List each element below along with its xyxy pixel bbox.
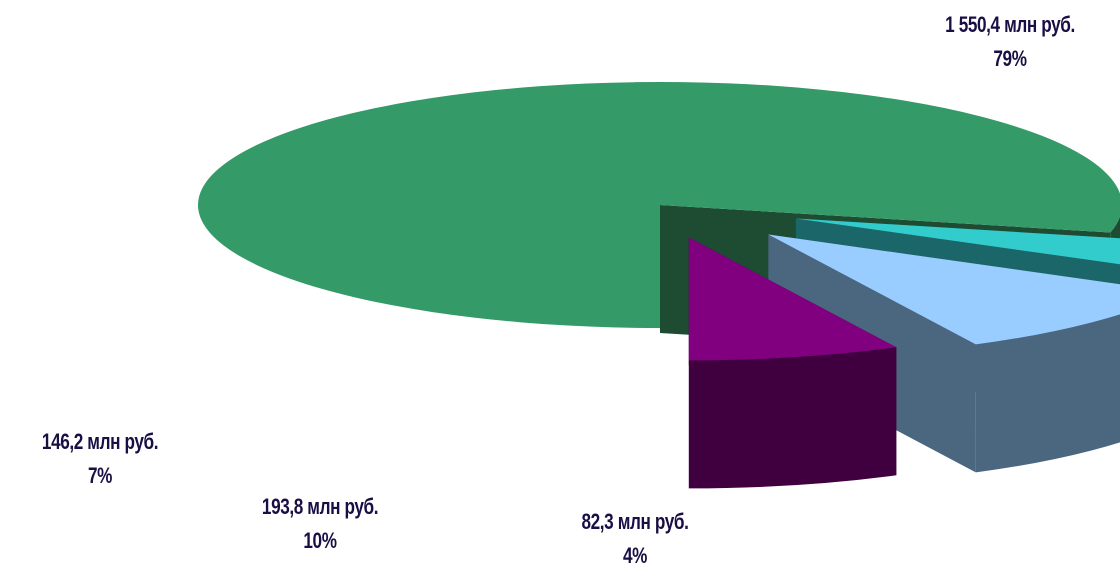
slice-3-percent-label: 10% bbox=[303, 528, 337, 553]
pie-slice-4 bbox=[688, 237, 897, 489]
slice-3-top bbox=[768, 234, 1120, 345]
pie-slices bbox=[198, 82, 1120, 489]
slice-4-top bbox=[688, 237, 897, 361]
slice-3-outer-wall bbox=[975, 314, 1120, 473]
data-label-slice-3: 193,8 млн руб. 10% bbox=[242, 490, 398, 558]
slice-2-percent-label: 4% bbox=[622, 543, 648, 568]
slice-3-value-label: 193,8 млн руб. bbox=[261, 494, 379, 519]
slice-1-value-label: 1 550,4 млн руб. bbox=[945, 12, 1075, 37]
slice-2-top bbox=[795, 218, 1120, 265]
data-label-slice-2: 82,3 млн руб. 4% bbox=[565, 505, 705, 573]
slice-1-percent-label: 79% bbox=[993, 46, 1027, 71]
slice-2-value-label: 82,3 млн руб. bbox=[581, 509, 689, 534]
slice-4-percent-label: 7% bbox=[87, 463, 113, 488]
slice-4-value-label: 146,2 млн руб. bbox=[41, 429, 159, 454]
slice-4-outer-wall bbox=[688, 347, 897, 489]
data-label-slice-4: 146,2 млн руб. 7% bbox=[22, 425, 178, 493]
slice-1-top bbox=[198, 82, 1120, 328]
data-label-slice-1: 1 550,4 млн руб. 79% bbox=[924, 8, 1096, 76]
